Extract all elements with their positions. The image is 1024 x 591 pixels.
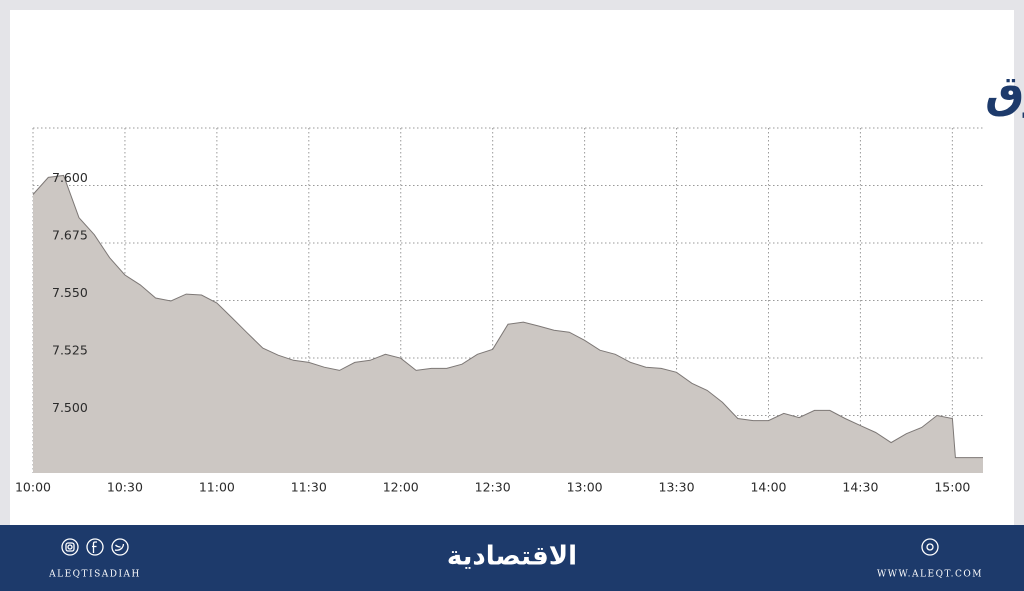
y-tick-label: 7.550 [52, 285, 88, 300]
x-tick-label: 12:30 [475, 480, 511, 495]
x-tick-label: 14:00 [750, 480, 786, 495]
x-tick-label: 14:30 [842, 480, 878, 495]
y-tick-label: 7.675 [52, 228, 88, 243]
social-icons [61, 538, 939, 556]
y-tick-label: 7.500 [52, 400, 88, 415]
x-tick-label: 12:00 [383, 480, 419, 495]
y-tick-label: 7.525 [52, 343, 88, 358]
x-tick-label: 10:00 [15, 480, 51, 495]
x-tick-label: 15:00 [934, 480, 970, 495]
plot: 7.600 7.675 7.550 7.525 7.500 10:00 10:30 11:00… [15, 128, 985, 495]
chart-title: مؤشر السوق [985, 67, 1024, 118]
footer-website: WWW.ALEQT.COM [877, 570, 983, 580]
x-tick-label: 13:30 [659, 480, 695, 495]
line [32, 174, 983, 459]
y-tick-label: 7.600 [52, 170, 88, 185]
footer [0, 525, 1024, 591]
x-tick-label: 10:30 [107, 480, 143, 495]
x-tick-label: 11:30 [291, 480, 327, 495]
x-tick-label: 13:00 [567, 480, 603, 495]
footer-handle: ALEQTISADIAH [48, 570, 141, 580]
x-tick-label: 11:00 [199, 480, 235, 495]
footer-logo: الاقتصادية [447, 542, 577, 572]
